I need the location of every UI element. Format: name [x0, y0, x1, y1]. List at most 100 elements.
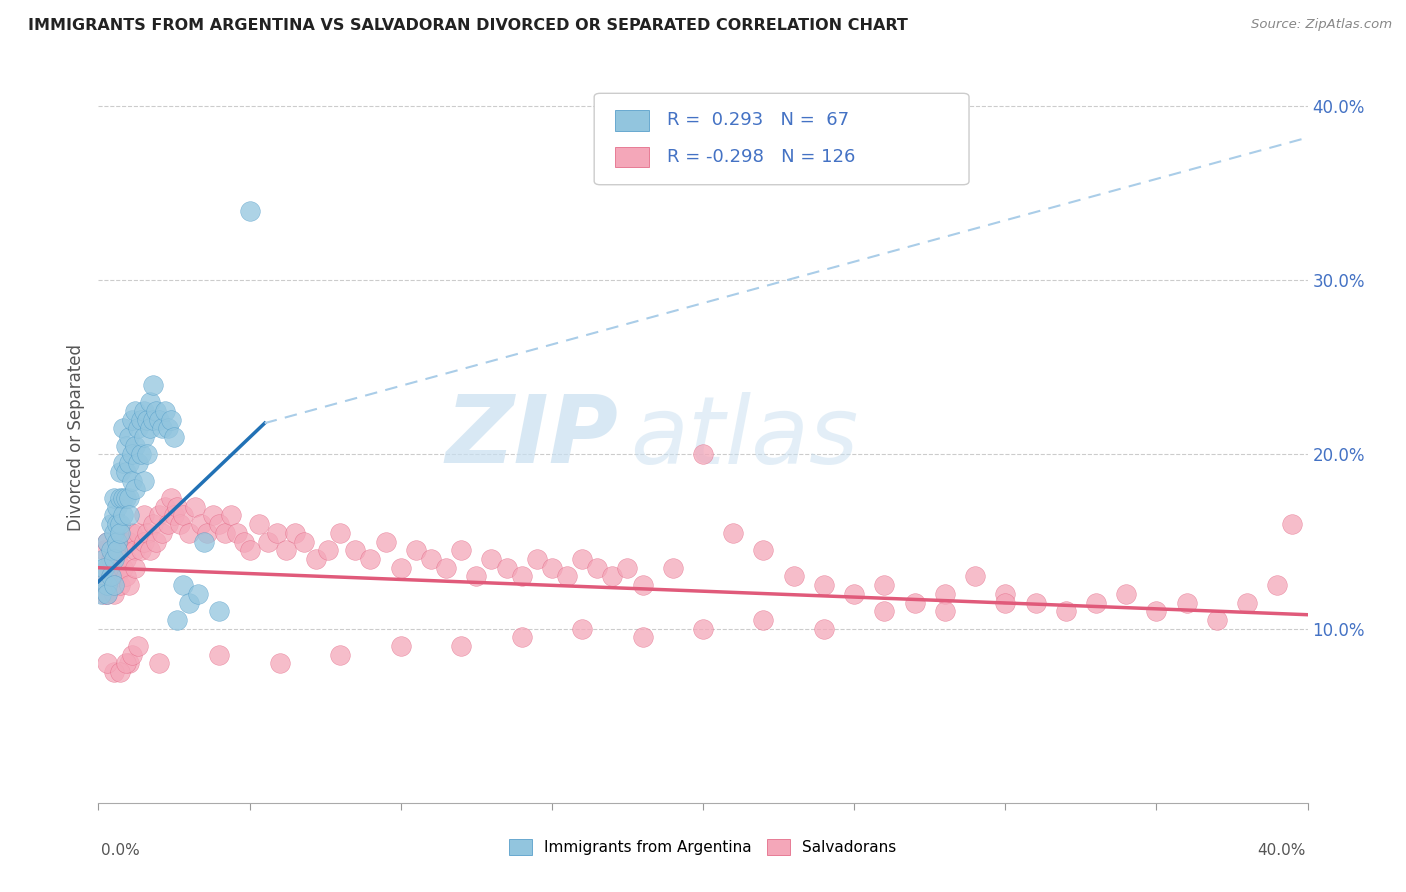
Point [145, 534, 167, 549]
Point [179, 595, 201, 609]
Point [1115, 587, 1137, 601]
Point [129, 448, 152, 462]
Point [142, 377, 165, 392]
Point [90, 587, 112, 601]
Point [100, 569, 122, 583]
Point [405, 543, 427, 558]
Point [105, 500, 128, 514]
Point [100, 552, 122, 566]
Point [121, 448, 143, 462]
Point [129, 543, 152, 558]
Point [121, 648, 143, 662]
Point [118, 456, 141, 470]
Point [124, 543, 146, 558]
Point [111, 421, 134, 435]
Point [374, 534, 396, 549]
Point [135, 525, 157, 540]
Point [90, 569, 112, 583]
Point [108, 465, 131, 479]
Point [148, 508, 170, 523]
Point [434, 560, 457, 574]
Point [783, 569, 806, 583]
Point [114, 569, 136, 583]
Point [904, 595, 927, 609]
Point [389, 639, 412, 653]
Point [214, 525, 236, 540]
Point [108, 665, 131, 680]
Point [994, 587, 1017, 601]
Point [121, 412, 143, 426]
Point [103, 665, 125, 680]
Point [93, 560, 115, 574]
Point [108, 491, 131, 505]
Point [256, 534, 278, 549]
Point [571, 622, 593, 636]
Point [118, 534, 141, 549]
Point [752, 543, 775, 558]
Point [153, 404, 176, 418]
Point [118, 657, 141, 671]
Point [247, 517, 270, 532]
Point [100, 569, 122, 583]
Point [96, 587, 118, 601]
Point [195, 525, 218, 540]
Point [103, 508, 125, 523]
Point [305, 552, 328, 566]
Point [994, 595, 1017, 609]
Point [132, 430, 155, 444]
Point [114, 439, 136, 453]
Point [510, 631, 533, 645]
Point [160, 491, 183, 505]
Point [127, 639, 149, 653]
Point [150, 421, 173, 435]
Point [111, 534, 134, 549]
Point [344, 543, 367, 558]
Point [127, 456, 149, 470]
Text: atlas: atlas [630, 392, 859, 483]
Point [208, 648, 231, 662]
Point [160, 412, 183, 426]
Point [111, 508, 134, 523]
Point [142, 412, 165, 426]
Point [135, 448, 157, 462]
Point [156, 421, 179, 435]
Point [586, 560, 609, 574]
Point [274, 543, 297, 558]
Point [114, 552, 136, 566]
Point [156, 517, 179, 532]
Point [124, 404, 146, 418]
Point [1024, 595, 1046, 609]
Point [1175, 595, 1198, 609]
Point [631, 578, 654, 592]
Point [124, 439, 146, 453]
Point [540, 560, 562, 574]
Point [127, 525, 149, 540]
Point [105, 569, 128, 583]
Point [450, 639, 472, 653]
Point [187, 587, 209, 601]
Point [965, 569, 987, 583]
Point [145, 404, 167, 418]
Point [135, 412, 157, 426]
Point [316, 543, 339, 558]
Point [139, 543, 162, 558]
Point [132, 404, 155, 418]
Point [132, 508, 155, 523]
Point [96, 587, 118, 601]
Y-axis label: Divorced or Separated: Divorced or Separated [66, 343, 84, 531]
Point [108, 578, 131, 592]
Point [226, 525, 249, 540]
Point [166, 500, 188, 514]
Point [103, 543, 125, 558]
Point [103, 587, 125, 601]
Point [132, 534, 155, 549]
Point [139, 395, 162, 409]
FancyBboxPatch shape [614, 110, 648, 130]
Point [284, 525, 307, 540]
Point [118, 508, 141, 523]
Point [389, 560, 412, 574]
Point [190, 517, 212, 532]
Point [105, 517, 128, 532]
Point [208, 604, 231, 618]
Text: 0.0%: 0.0% [101, 843, 139, 858]
